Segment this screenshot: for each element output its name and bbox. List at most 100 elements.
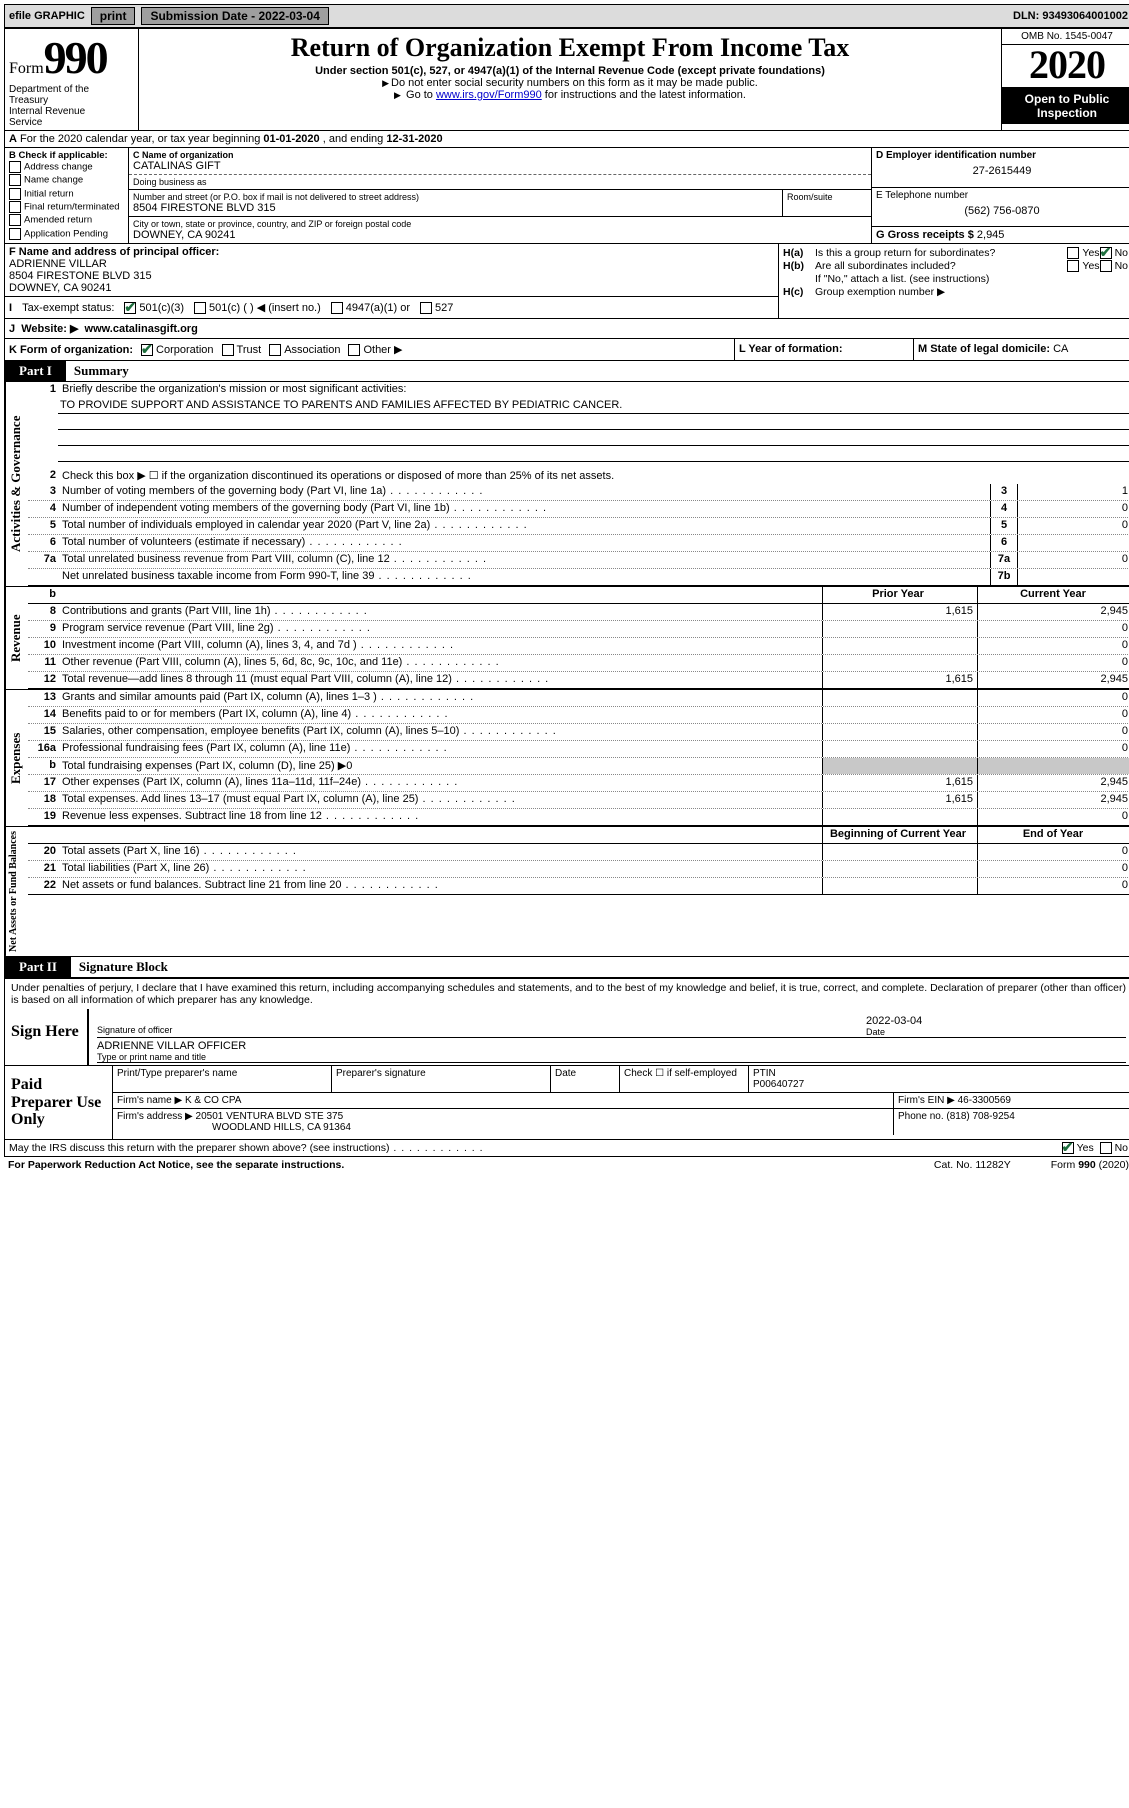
form-container: Form990 Department of theTreasuryInterna… bbox=[4, 28, 1129, 979]
prior bbox=[822, 741, 977, 757]
prior bbox=[822, 844, 977, 860]
firm-addr-label: Firm's address ▶ bbox=[117, 1111, 196, 1122]
prior: 1,615 bbox=[822, 672, 977, 688]
row-9: 9Program service revenue (Part VIII, lin… bbox=[28, 621, 1129, 638]
p-row-3: Firm's address ▶ 20501 VENTURA BLVD STE … bbox=[113, 1109, 1129, 1135]
gov-val: 0 bbox=[1017, 518, 1129, 534]
exp-rows: 13Grants and similar amounts paid (Part … bbox=[28, 690, 1129, 826]
c-suite: Room/suite bbox=[783, 190, 871, 216]
hb-no[interactable]: No bbox=[1100, 260, 1128, 272]
firm-ein-value: 46-3300569 bbox=[958, 1095, 1011, 1106]
prior bbox=[822, 707, 977, 723]
cb-501c3[interactable]: 501(c)(3) bbox=[124, 302, 184, 314]
num: 9 bbox=[28, 621, 60, 637]
cb-501c[interactable]: 501(c) ( ) ◀ (insert no.) bbox=[194, 301, 321, 314]
text: Net assets or fund balances. Subtract li… bbox=[60, 878, 822, 894]
submission-date-value: 2022-03-04 bbox=[259, 9, 320, 23]
city-value: DOWNEY, CA 90241 bbox=[133, 229, 867, 241]
gov-box: 7a bbox=[990, 552, 1017, 568]
num: 18 bbox=[28, 792, 60, 808]
officer-addr1: 8504 FIRESTONE BLVD 315 bbox=[9, 270, 774, 282]
row-21: 21Total liabilities (Part X, line 26)0 bbox=[28, 861, 1129, 878]
gov-row-7b: Net unrelated business taxable income fr… bbox=[28, 569, 1129, 586]
hb-yes[interactable]: Yes bbox=[1067, 260, 1099, 272]
num: 8 bbox=[28, 604, 60, 620]
section-expenses: Expenses 13Grants and similar amounts pa… bbox=[5, 690, 1129, 827]
j-label: J bbox=[9, 323, 15, 335]
cb-527[interactable]: 527 bbox=[420, 302, 453, 314]
cb-trust[interactable]: Trust bbox=[222, 344, 262, 356]
hdr-prior-year: Prior Year bbox=[822, 587, 977, 603]
paid-preparer-label: Paid Preparer Use Only bbox=[5, 1066, 112, 1139]
gov-val bbox=[1017, 569, 1129, 585]
ha-yes[interactable]: Yes bbox=[1067, 247, 1099, 259]
instructions-link[interactable]: www.irs.gov/Form990 bbox=[436, 89, 542, 101]
text: Contributions and grants (Part VIII, lin… bbox=[60, 604, 822, 620]
gov-row-3: 3Number of voting members of the governi… bbox=[28, 484, 1129, 501]
gov-num: 7a bbox=[28, 552, 60, 568]
q1-num: 1 bbox=[28, 382, 60, 398]
submission-date-button[interactable]: Submission Date - 2022-03-04 bbox=[141, 7, 328, 25]
current: 0 bbox=[977, 844, 1129, 860]
num: 20 bbox=[28, 844, 60, 860]
j-website-row: J Website: ▶ www.catalinasgift.org bbox=[5, 319, 1129, 339]
section-bcd: B Check if applicable: Address change Na… bbox=[5, 148, 1129, 244]
ha-no[interactable]: No bbox=[1100, 247, 1128, 259]
row-a-mid: , and ending bbox=[323, 133, 387, 145]
firm-name-label: Firm's name ▶ bbox=[117, 1095, 185, 1106]
cb-name-change[interactable]: Name change bbox=[9, 174, 124, 187]
print-button[interactable]: print bbox=[91, 7, 136, 25]
gov-num: 6 bbox=[28, 535, 60, 551]
cb-4947[interactable]: 4947(a)(1) or bbox=[331, 302, 410, 314]
q2-row: 2 Check this box ▶ ☐ if the organization… bbox=[28, 462, 1129, 484]
cb-other[interactable]: Other ▶ bbox=[348, 343, 402, 356]
sign-fields: Signature of officer 2022-03-04 Date ADR… bbox=[97, 1009, 1129, 1065]
cb-corporation[interactable]: Corporation bbox=[141, 344, 213, 356]
gov-text: Total number of volunteers (estimate if … bbox=[60, 535, 990, 551]
firm-phone-label: Phone no. bbox=[898, 1111, 946, 1122]
q1-row: 1 Briefly describe the organization's mi… bbox=[28, 382, 1129, 398]
form-number-cell: Form990 Department of theTreasuryInterna… bbox=[5, 29, 139, 130]
ptin-label: PTIN bbox=[753, 1068, 1128, 1079]
discuss-no[interactable]: No bbox=[1100, 1142, 1128, 1154]
h-attach-text: If "No," attach a list. (see instruction… bbox=[815, 273, 1128, 285]
current: 0 bbox=[977, 861, 1129, 877]
c-city-box: City or town, state or province, country… bbox=[129, 217, 871, 243]
cb-amended-return[interactable]: Amended return bbox=[9, 214, 124, 227]
penalty-statement: Under penalties of perjury, I declare th… bbox=[5, 979, 1129, 1009]
num: 22 bbox=[28, 878, 60, 894]
rev-hdr-spacer bbox=[60, 587, 822, 603]
cb-application-pending[interactable]: Application Pending bbox=[9, 228, 124, 241]
cb-initial-return[interactable]: Initial return bbox=[9, 188, 124, 201]
gov-val: 0 bbox=[1017, 501, 1129, 517]
text: Other expenses (Part IX, column (A), lin… bbox=[60, 775, 822, 791]
f-label: F Name and address of principal officer: bbox=[9, 246, 774, 258]
cb-address-change[interactable]: Address change bbox=[9, 161, 124, 174]
col-fi: F Name and address of principal officer:… bbox=[5, 244, 779, 318]
signature-area: Under penalties of perjury, I declare th… bbox=[4, 979, 1129, 1157]
current: 0 bbox=[977, 809, 1129, 825]
cb-final-return[interactable]: Final return/terminated bbox=[9, 201, 124, 214]
e-label: E Telephone number bbox=[876, 190, 1128, 201]
d-ein-box: D Employer identification number 27-2615… bbox=[872, 148, 1129, 188]
row-20: 20Total assets (Part X, line 16)0 bbox=[28, 844, 1129, 861]
row-b: bTotal fundraising expenses (Part IX, co… bbox=[28, 758, 1129, 775]
sig-date: 2022-03-04 Date bbox=[866, 1025, 1126, 1037]
c-address-left: Number and street (or P.O. box if mail i… bbox=[129, 190, 871, 243]
p-ptin: PTIN P00640727 bbox=[749, 1066, 1129, 1092]
header-right: OMB No. 1545-0047 2020 Open to Public In… bbox=[1002, 29, 1129, 130]
rev-hdr-b: b bbox=[28, 587, 60, 603]
ha-text: Is this a group return for subordinates? bbox=[815, 247, 1067, 259]
discuss-yes[interactable]: Yes bbox=[1062, 1142, 1094, 1154]
prior bbox=[822, 809, 977, 825]
k-form-org: K Form of organization: Corporation Trus… bbox=[5, 339, 734, 360]
ptin-value: P00640727 bbox=[753, 1079, 1128, 1090]
row-a-pre: For the 2020 calendar year, or tax year … bbox=[20, 133, 263, 145]
p-row-2: Firm's name ▶ K & CO CPA Firm's EIN ▶ 46… bbox=[113, 1093, 1129, 1109]
current: 0 bbox=[977, 707, 1129, 723]
q1-text: Briefly describe the organization's miss… bbox=[60, 382, 1129, 398]
open-public-badge: Open to Public Inspection bbox=[1002, 88, 1129, 124]
cb-association[interactable]: Association bbox=[269, 344, 340, 356]
prior bbox=[822, 690, 977, 706]
hc-text: Group exemption number ▶ bbox=[815, 286, 1128, 298]
